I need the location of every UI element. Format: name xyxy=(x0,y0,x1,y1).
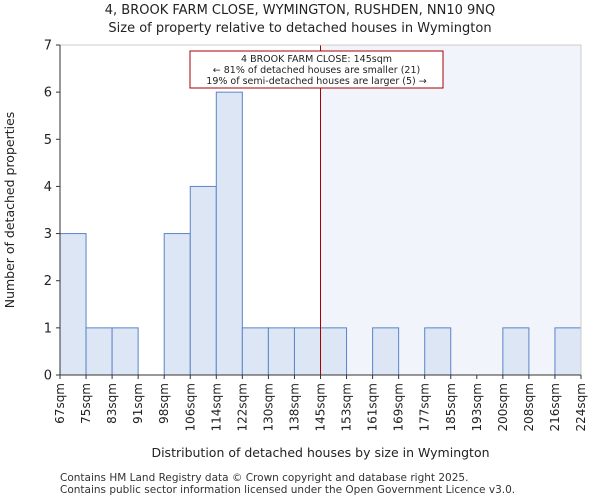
x-tick-label: 200sqm xyxy=(496,383,510,431)
chart-subtitle: Size of property relative to detached ho… xyxy=(108,21,492,36)
annotation-box xyxy=(189,50,444,89)
x-tick-label: 83sqm xyxy=(105,383,119,424)
x-tick-label: 130sqm xyxy=(261,383,275,431)
y-tick-label: 1 xyxy=(44,321,52,336)
footer-copyright: Contains HM Land Registry data © Crown c… xyxy=(60,472,469,484)
x-tick-label: 193sqm xyxy=(470,383,484,431)
x-tick-label: 138sqm xyxy=(287,383,301,431)
x-tick-label: 67sqm xyxy=(53,383,67,424)
x-tick-label: 91sqm xyxy=(131,383,145,424)
bar xyxy=(111,327,139,376)
bar xyxy=(320,327,348,376)
chart-title: 4, BROOK FARM CLOSE, WYMINGTON, RUSHDEN,… xyxy=(104,3,496,18)
y-tick-label: 5 xyxy=(44,133,52,148)
x-tick-label: 177sqm xyxy=(418,383,432,431)
x-tick-label: 169sqm xyxy=(392,383,406,431)
footer-licence: Contains public sector information licen… xyxy=(60,484,516,496)
x-tick-label: 185sqm xyxy=(444,383,458,431)
highlight-region xyxy=(320,45,581,375)
x-tick-label: 216sqm xyxy=(548,383,562,431)
x-tick-label: 208sqm xyxy=(522,383,536,431)
y-tick-label: 4 xyxy=(44,180,52,195)
bar xyxy=(267,327,295,376)
bar xyxy=(293,327,322,376)
y-tick-label: 6 xyxy=(44,86,52,101)
annotation-line: ← 81% of detached houses are smaller (21… xyxy=(213,65,420,76)
y-tick-label: 2 xyxy=(44,274,52,289)
x-tick-label: 224sqm xyxy=(574,383,588,431)
annotation-line: 19% of semi-detached houses are larger (… xyxy=(206,76,426,87)
bar xyxy=(163,233,191,376)
bar xyxy=(502,327,530,376)
y-tick-label: 0 xyxy=(44,369,52,384)
y-tick-label: 3 xyxy=(44,227,52,242)
x-tick-label: 75sqm xyxy=(79,383,93,424)
x-tick-label: 114sqm xyxy=(209,383,223,431)
bar xyxy=(59,233,87,376)
annotation-line: 4 BROOK FARM CLOSE: 145sqm xyxy=(241,54,392,65)
x-axis-label: Distribution of detached houses by size … xyxy=(151,445,489,460)
x-tick-label: 153sqm xyxy=(340,383,354,431)
y-axis-label: Number of detached properties xyxy=(2,112,17,309)
bar xyxy=(85,327,113,376)
bar xyxy=(215,91,243,376)
bar xyxy=(372,327,400,376)
bar xyxy=(241,327,269,376)
bar xyxy=(189,185,217,376)
y-tick-label: 7 xyxy=(44,39,52,54)
bar xyxy=(424,327,452,376)
x-tick-label: 145sqm xyxy=(314,383,328,431)
x-tick-label: 122sqm xyxy=(235,383,249,431)
x-tick-label: 98sqm xyxy=(157,383,171,424)
x-tick-label: 161sqm xyxy=(366,383,380,431)
bar xyxy=(554,327,582,376)
x-tick-label: 106sqm xyxy=(183,383,197,431)
